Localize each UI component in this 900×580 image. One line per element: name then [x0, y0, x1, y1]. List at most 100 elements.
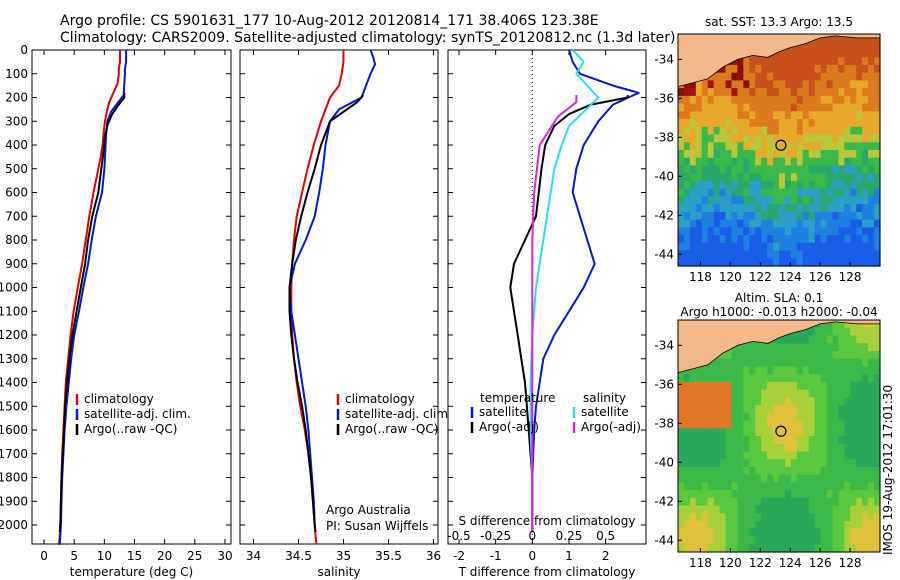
map-cell — [779, 366, 786, 375]
map-cell — [713, 420, 721, 429]
map-cell — [707, 258, 715, 267]
map-cell — [820, 474, 828, 483]
x-tick-label: 118 — [689, 556, 712, 570]
map-cell — [719, 219, 727, 228]
map-cell — [868, 103, 875, 112]
map-cell — [767, 428, 774, 437]
map-cell — [749, 235, 756, 244]
map-cell — [725, 95, 733, 105]
map-cell — [767, 204, 774, 213]
map-cell — [767, 513, 774, 522]
map-cell — [784, 536, 792, 545]
map-cell — [802, 188, 810, 197]
map-cell — [856, 188, 863, 197]
map-cell — [755, 188, 762, 197]
map-cell — [701, 536, 709, 545]
map-cell — [749, 521, 756, 530]
map-cell — [737, 366, 744, 375]
map-cell — [773, 103, 780, 112]
map-cell — [862, 173, 869, 182]
map-cell — [844, 204, 851, 213]
map-cell — [713, 150, 721, 159]
map-cell — [719, 389, 727, 398]
map-cell — [862, 335, 869, 344]
map-cell — [796, 157, 804, 167]
map-cell — [826, 466, 834, 476]
map-cell — [844, 126, 851, 136]
map-cell — [683, 513, 691, 522]
map-cell — [761, 490, 768, 499]
map-cell — [814, 490, 822, 499]
map-cell — [755, 119, 762, 128]
map-cell — [767, 381, 774, 391]
map-cell — [838, 180, 845, 190]
map-cell — [707, 88, 715, 97]
map-cell — [767, 389, 774, 398]
map-cell — [814, 374, 822, 383]
map-cell — [808, 482, 816, 491]
map-cell — [707, 142, 715, 151]
map-cell — [826, 242, 834, 252]
map-cell — [868, 466, 875, 476]
map-cell — [814, 389, 822, 398]
map-cell — [737, 420, 744, 429]
map-cell — [844, 57, 851, 66]
map-cell — [719, 350, 727, 360]
map-cell — [689, 428, 697, 437]
map-cell — [814, 72, 822, 81]
map-cell — [820, 366, 828, 375]
map-cell — [874, 235, 881, 244]
map-cell — [695, 497, 703, 507]
map-cell — [862, 157, 869, 167]
map-cell — [808, 412, 816, 422]
map-cell — [844, 521, 851, 530]
map-cell — [725, 451, 733, 460]
map-cell — [832, 343, 840, 352]
map-cell — [874, 64, 881, 74]
map-cell — [707, 80, 715, 89]
map-cell — [779, 397, 786, 406]
map-cell — [802, 242, 810, 252]
map-cell — [862, 397, 869, 406]
map-cell — [802, 126, 810, 136]
map-cell — [790, 428, 798, 437]
map-cell — [826, 157, 834, 167]
map-cell — [826, 235, 834, 244]
map-cell — [790, 103, 798, 112]
map-cell — [856, 350, 863, 360]
map-cell — [796, 173, 804, 182]
map-cell — [802, 521, 810, 530]
map-cell — [773, 49, 780, 58]
map-cell — [820, 490, 828, 499]
map-cell — [820, 95, 828, 105]
map-cell — [678, 513, 685, 522]
map-cell — [689, 412, 697, 422]
x-tick-label: 120 — [719, 556, 742, 570]
map-cell — [790, 451, 798, 460]
map-cell — [767, 258, 774, 267]
map-cell — [802, 165, 810, 174]
map-cell — [707, 150, 715, 159]
map-cell — [773, 258, 780, 267]
map-cell — [755, 412, 762, 422]
map-cell — [838, 204, 845, 213]
map-cell — [862, 111, 869, 120]
map-cell — [826, 180, 834, 190]
map-cell — [826, 505, 834, 514]
map-cell — [826, 528, 834, 538]
map-cell — [779, 343, 786, 352]
map-cell — [779, 412, 786, 422]
map-cell — [761, 358, 768, 367]
map-cell — [701, 428, 709, 437]
map-cell — [802, 397, 810, 406]
map-cell — [850, 196, 857, 205]
map-cell — [850, 544, 857, 553]
map-cell — [856, 536, 863, 545]
map-cell — [844, 327, 851, 337]
map-cell — [725, 64, 733, 74]
map-cell — [678, 173, 685, 182]
map-cell — [749, 420, 756, 429]
map-cell — [755, 258, 762, 267]
map-cell — [850, 505, 857, 514]
map-cell — [731, 165, 739, 174]
